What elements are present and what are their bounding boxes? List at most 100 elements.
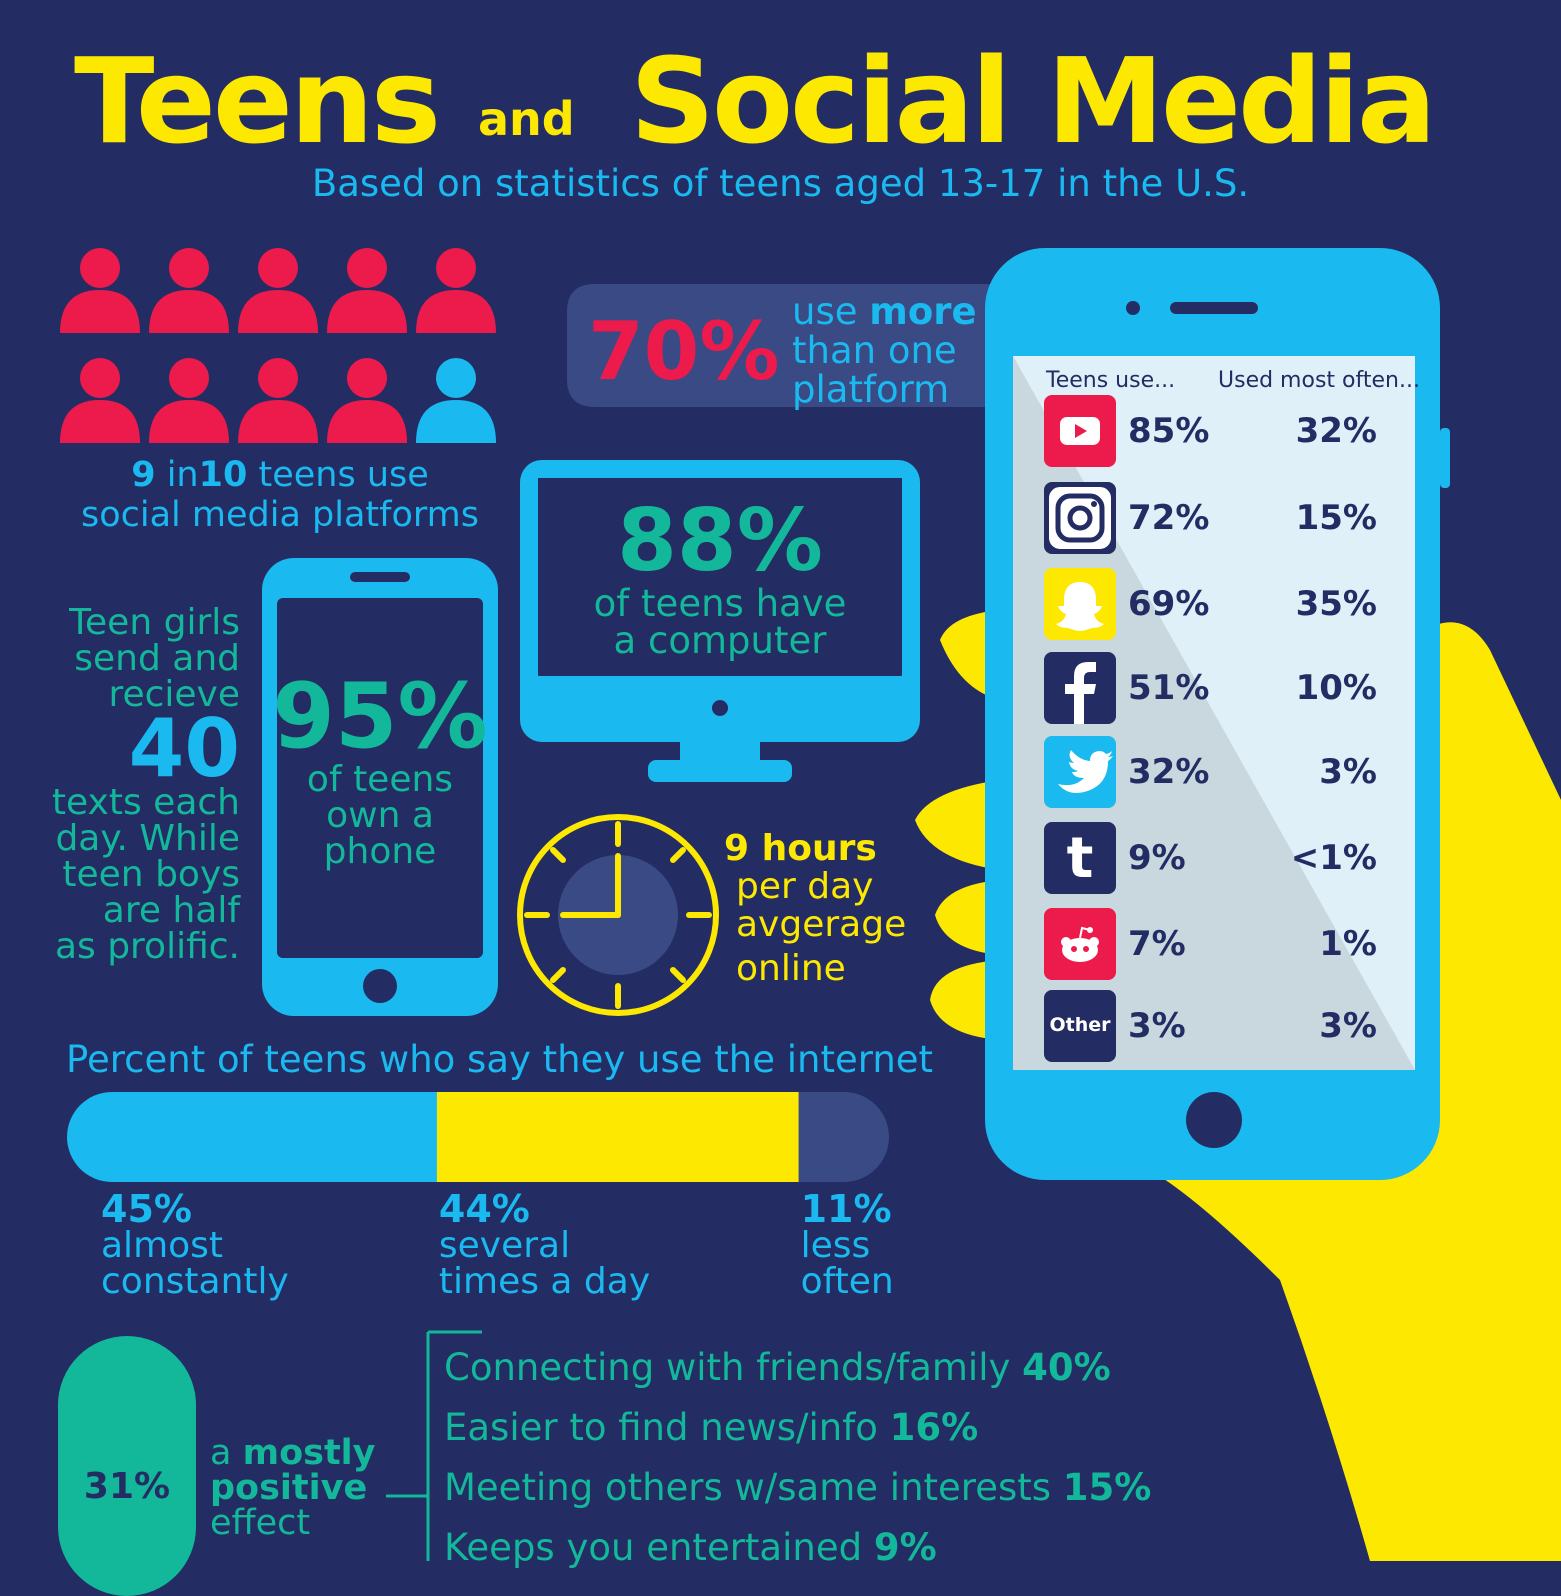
platform-row: 85% 32% [1040,395,1385,471]
internet-label-line2: constantly [101,1261,289,1302]
table-header-most: Used most often... [1218,368,1420,393]
reason-text: Keeps you entertained [444,1526,874,1569]
platform-use-percent: 72% [1128,498,1210,538]
platform-row: 7% 1% [1040,908,1385,984]
title-and: and [478,92,575,146]
phone-line3: phone [323,831,437,872]
reason-item: Easier to find news/info 16% [444,1398,1151,1458]
computer-icon [520,460,920,782]
person-icon [327,358,407,443]
phone-line1: of teens [306,759,454,800]
reason-item: Keeps you entertained 9% [444,1518,1151,1578]
person-icon [238,358,318,443]
platform-row: 32% 3% [1040,736,1385,812]
internet-label-line1: almost [101,1225,224,1266]
positive-effect: effect [210,1503,311,1543]
platform-most-percent: 10% [1295,668,1377,708]
other-icon: Other [1044,990,1116,1062]
platform-most-percent: 1% [1319,924,1377,964]
twitter-icon [1044,736,1116,808]
person-icon [149,248,229,333]
online-line3: avgerage [736,904,907,945]
table-header-use: Teens use... [1046,368,1176,393]
positive-percent: 31% [83,1466,171,1507]
positive-a: a [210,1433,232,1473]
internet-label-line2: times a day [438,1261,651,1302]
computer-line1: of teens have [593,582,847,625]
reason-text: Easier to find news/info [444,1406,890,1449]
reason-text: Meeting others w/same interests [444,1466,1063,1509]
platform-row: 69% 35% [1040,568,1385,644]
platform-use-percent: 69% [1128,584,1210,624]
reason-percent: 16% [889,1406,979,1449]
online-stat: 9 hours per day avgerage online [724,830,906,988]
platform-row: 51% 10% [1040,652,1385,728]
platform-use-percent: 85% [1128,411,1210,451]
computer-caption: of teens have a computer [520,585,920,659]
person-icon [327,248,407,333]
texts-line8: as prolific. [54,926,240,967]
person-icon [149,358,229,443]
facebook-icon [1044,652,1116,724]
platform-use-percent: 9% [1128,838,1186,878]
internet-label-line2: often [800,1261,894,1302]
internet-label-percent: 45% [101,1187,192,1231]
online-hours: 9 hours [724,828,877,869]
platform-most-percent: <1% [1290,838,1377,878]
phone-percent: 95% [272,664,488,769]
other-label: Other [1049,1014,1111,1036]
speech-bubble [567,284,1027,432]
platform-row: 72% 15% [1040,481,1385,558]
people-line2: social media platforms [80,495,479,535]
texts-number: 40 [128,702,240,795]
reason-item: Connecting with friends/family 40% [444,1338,1151,1398]
bar-segment [436,1092,800,1182]
texts-line4: texts each [51,782,240,823]
computer-percent: 88% [617,491,823,591]
people-num1: 9 [131,455,156,495]
title-teens: Teens [74,32,441,170]
internet-title: Percent of teens who say they use the in… [66,1038,934,1081]
platform-most-percent: 35% [1295,584,1377,624]
people-in: in [166,455,199,495]
youtube-icon [1044,395,1116,467]
phone-line2: own a [326,795,434,836]
people-num2: 10 [198,455,248,495]
bubble-more: more [869,290,977,333]
reason-percent: 9% [873,1526,937,1569]
people-icons [60,248,496,443]
bracket-lines [386,1330,482,1561]
tumblr-icon: t [1044,822,1116,894]
person-icon [416,358,496,443]
bubble-line3: platform [792,368,950,411]
texts-line6: teen boys [62,854,240,895]
bubble-text: use more than one platform [792,292,977,409]
person-icon [416,248,496,333]
reason-text: Connecting with friends/family [444,1346,1023,1389]
positive-label: a mostly positive effect [210,1436,375,1541]
bubble-percent: 70% [588,305,780,398]
texts-line7: are half [102,890,240,931]
positive-mostly: mostly [242,1433,376,1473]
positive-pill [58,1336,196,1596]
bubble-line2: than one [792,329,957,372]
internet-label: 45% almost constantly [101,1190,289,1300]
internet-label-percent: 11% [800,1187,892,1231]
platform-use-percent: 32% [1128,752,1210,792]
internet-label: 44% several times a day [439,1190,650,1300]
snapchat-icon [1044,568,1116,640]
platform-most-percent: 32% [1295,411,1377,451]
reddit-icon [1044,908,1116,980]
person-icon [60,358,140,443]
title-social-media: Social Media [630,32,1437,170]
instagram-icon [1043,481,1117,555]
internet-label: 11% less often [801,1190,894,1300]
person-icon [238,248,318,333]
platform-use-percent: 7% [1128,924,1186,964]
texts-line1: Teen girls [69,602,240,643]
bar-segment [798,1092,889,1182]
phone-caption: of teens own a phone [262,762,498,870]
people-line1: teens use [258,455,429,495]
texts-line2: send and [74,638,240,679]
reason-percent: 15% [1062,1466,1152,1509]
